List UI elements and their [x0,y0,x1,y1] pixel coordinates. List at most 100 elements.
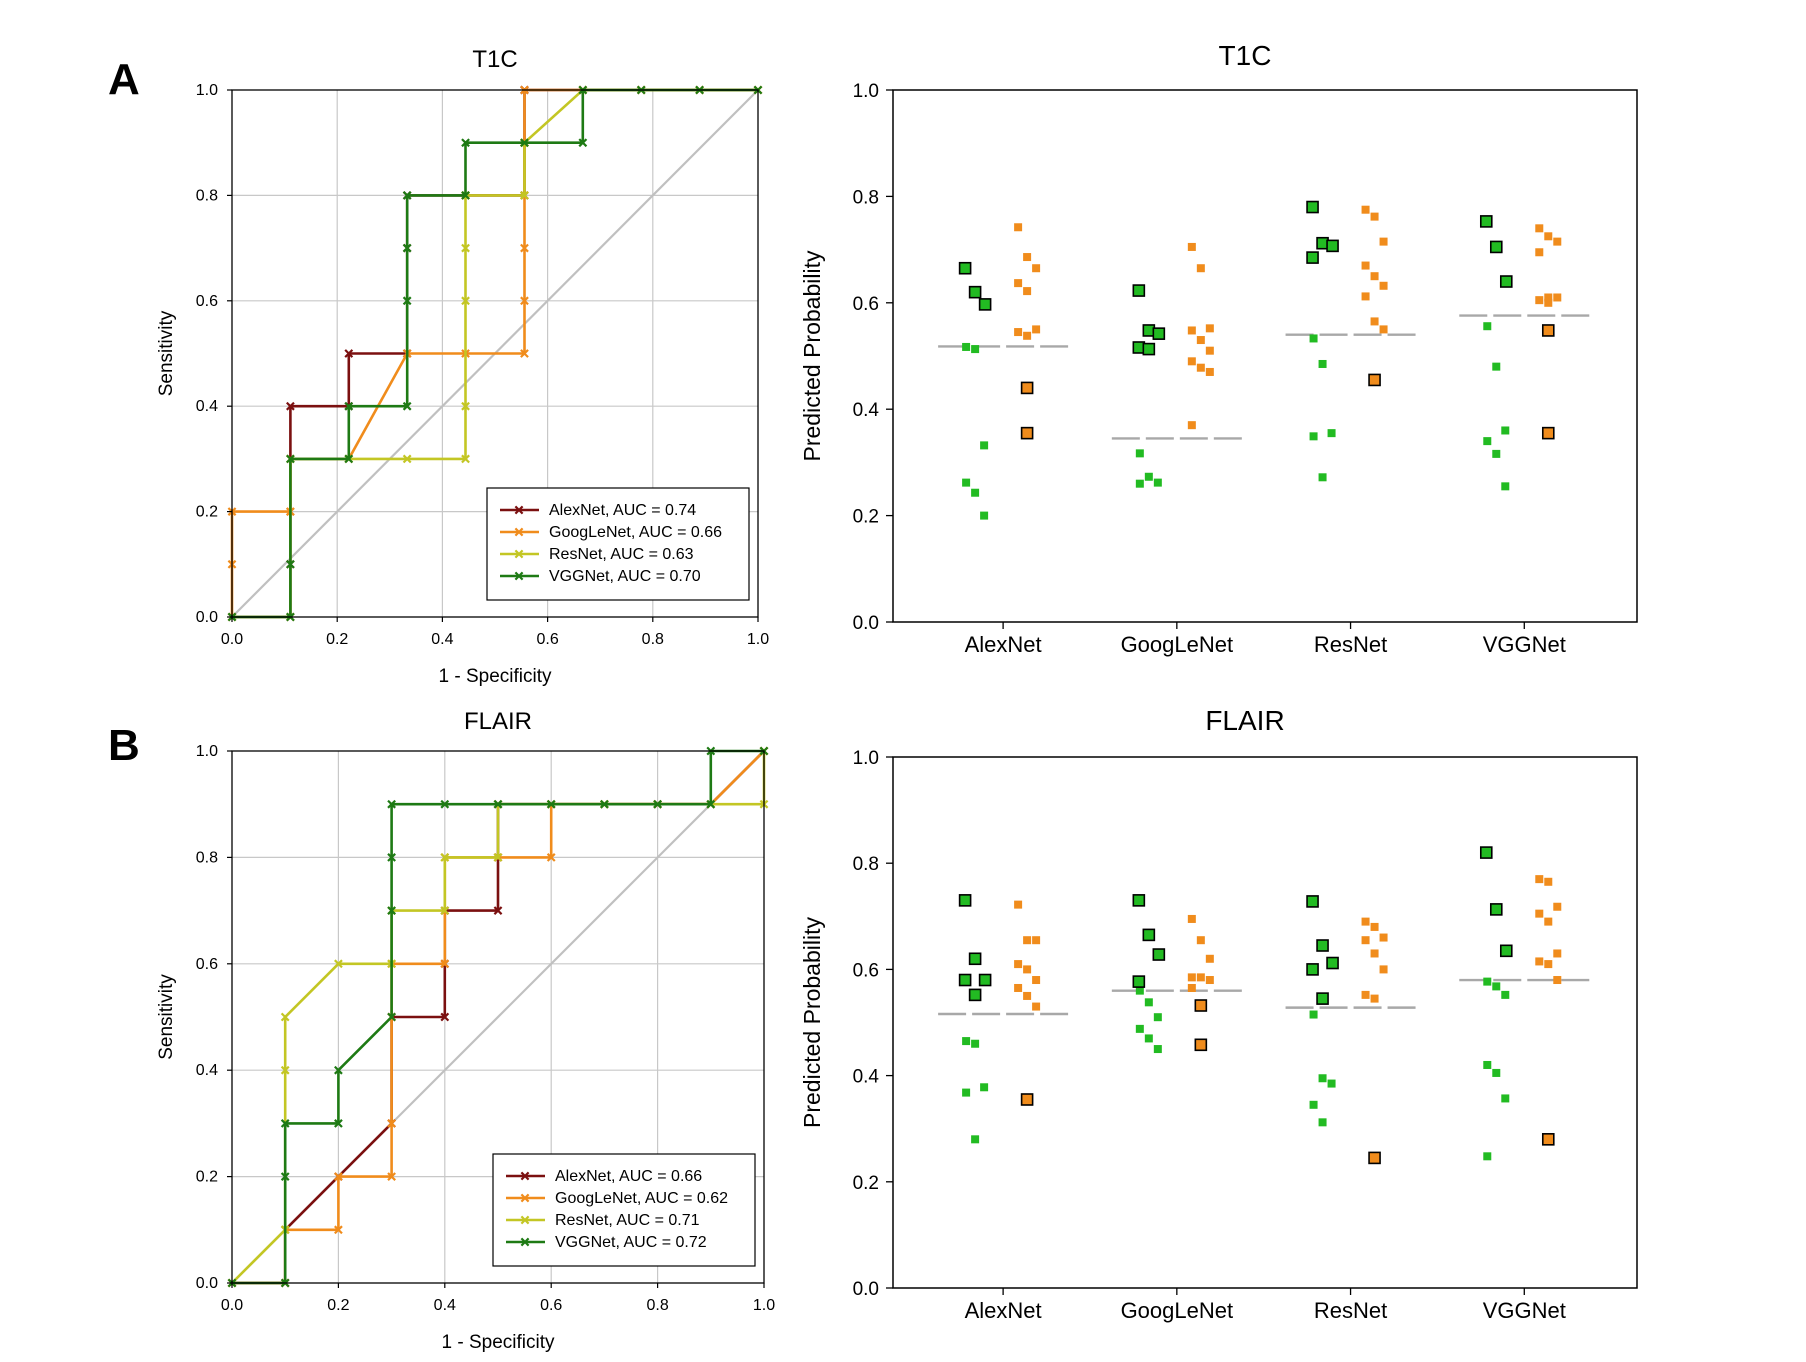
point-negative-small [1014,279,1023,288]
roc-marker-vggnet [387,853,396,862]
point-negative-small [1023,965,1032,974]
point-positive-small [1135,479,1144,488]
point-negative-large [1020,426,1034,440]
point-positive-small [1135,986,1144,995]
roc-marker-vggnet [520,138,529,148]
point-negative-small [1187,326,1196,335]
x-tick-label: 0.8 [642,631,664,648]
y-axis-label: Predicted Probability [799,917,825,1128]
point-positive-large [1499,944,1513,958]
legend-marker-googlenet [520,1193,530,1203]
y-tick-label: 1.0 [853,748,879,769]
point-negative-large [1368,373,1381,387]
y-tick-label: 1.0 [853,81,879,102]
point-positive-small [971,488,980,497]
plot-frame [231,750,765,1284]
point-positive-large [1306,200,1319,214]
point-positive-large [1132,975,1146,988]
y-tick-label: 1.0 [196,82,218,99]
roc-marker-vggnet [402,401,412,411]
point-negative-small [1187,914,1196,923]
point-positive-large [1132,284,1146,297]
point-negative-small [1032,936,1041,945]
roc-marker-alexnet [286,401,295,411]
point-positive-small [971,1039,980,1048]
point-negative-small [1544,917,1553,926]
point-positive-large [1152,327,1166,340]
point-positive-small [1135,1024,1144,1033]
roc-marker-vggnet [286,454,295,464]
roc-marker-googlenet [387,1119,396,1128]
roc-marker-vggnet [387,1012,396,1022]
group-alexnet [938,223,1069,520]
point-negative-small [1196,936,1205,945]
legend-marker-resnet [520,1215,530,1225]
legend-marker-googlenet [514,527,524,537]
point-positive-small [980,441,989,450]
roc-marker-vggnet [546,799,556,809]
category-label-alexnet: AlexNet [965,632,1042,657]
point-negative-large [1541,1133,1555,1146]
point-negative-small [1535,296,1544,305]
y-axis-label: Predicted Probability [799,250,825,461]
y-tick-label: 0.8 [853,854,879,875]
group-vggnet [1459,215,1590,491]
point-positive-small [1501,426,1510,435]
point-negative-large [1020,1093,1034,1106]
roc-marker-vggnet [387,906,396,915]
point-negative-small [1014,960,1023,969]
y-tick-label: 0.0 [853,1279,879,1300]
point-positive-small [1483,322,1492,331]
roc-marker-vggnet [653,799,662,809]
roc-marker-resnet [280,1065,290,1075]
panel-letter-b: B [108,721,140,770]
dot-chart-dot_flair: 0.0 0.2 0.4 0.6 0.8 1.0 AlexNet GoogLeNet ResNet… [799,705,1638,1323]
group-alexnet [938,894,1069,1144]
x-tick-label: 0.4 [434,1297,456,1314]
point-negative-small [1187,973,1196,982]
point-positive-large [958,261,972,275]
group-resnet [1285,895,1416,1165]
roc-marker-googlenet [546,853,556,862]
point-positive-small [1144,998,1153,1007]
point-positive-large [1479,846,1493,859]
category-label-resnet: ResNet [1314,1298,1387,1323]
legend-label-resnet: ResNet, AUC = 0.63 [549,546,694,563]
roc-marker-vggnet [440,799,450,809]
chart-title: FLAIR [464,708,532,735]
point-positive-small [971,345,980,354]
group-vggnet [1459,846,1590,1161]
roc-marker-vggnet [344,454,354,464]
legend-marker-vggnet [520,1237,530,1247]
point-negative-small [1544,298,1553,307]
x-tick-label: 0.2 [326,631,348,648]
roc-marker-resnet [493,853,503,862]
point-positive-small [1309,1100,1318,1109]
point-negative-small [1187,357,1196,366]
point-negative-small [1370,317,1379,326]
roc-marker-vggnet [286,559,295,569]
y-tick-label: 0.6 [853,294,879,315]
y-tick-label: 0.6 [196,956,218,973]
point-negative-small [1553,949,1562,958]
point-negative-small [1361,261,1370,270]
point-negative-small [1196,264,1205,273]
point-positive-small [980,1083,989,1092]
group-googlenet [1111,242,1242,488]
point-positive-large [1479,215,1493,228]
roc-marker-vggnet [280,1172,290,1181]
legend-marker-vggnet [514,571,524,581]
y-tick-label: 0.0 [196,609,218,626]
y-tick-label: 0.8 [196,849,218,866]
point-negative-small [1205,976,1214,985]
point-positive-small [1492,449,1501,458]
point-negative-small [1014,900,1023,909]
point-negative-small [1361,990,1370,999]
point-negative-small [1544,960,1553,969]
point-negative-small [1205,324,1214,333]
y-tick-label: 0.8 [853,187,879,208]
roc-marker-vggnet [706,799,716,809]
point-positive-large [968,952,982,966]
point-positive-small [962,478,971,487]
x-tick-label: 1.0 [747,631,769,648]
